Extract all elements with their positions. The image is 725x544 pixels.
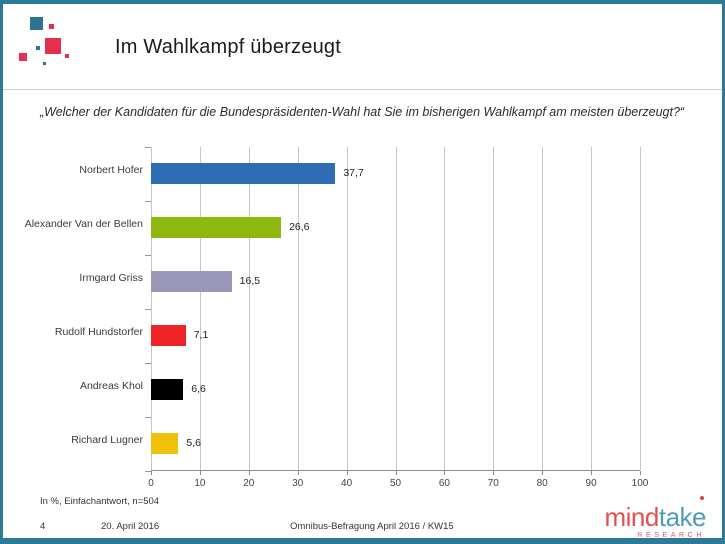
bottom-accent-bar — [3, 538, 722, 544]
category-label: Rudolf Hundstorfer — [54, 326, 143, 338]
brand-e-dot-icon — [700, 496, 704, 500]
chart-row: Richard Lugner 5,6 — [3, 417, 722, 471]
axis-tick — [395, 471, 397, 475]
logo-square — [43, 62, 46, 65]
gridline — [199, 147, 201, 470]
axis-tick-label: 10 — [194, 478, 206, 489]
category-label: Norbert Hofer — [79, 164, 143, 176]
gridline — [493, 147, 495, 470]
logo-square — [49, 24, 54, 29]
gridline — [640, 147, 641, 470]
value-label: 26,6 — [289, 221, 310, 233]
footer-date: 20. April 2016 — [101, 521, 160, 532]
header-divider — [3, 89, 722, 90]
axis-tick — [444, 471, 446, 475]
chart-row: Rudolf Hundstorfer 7,1 — [3, 309, 722, 363]
axis-tick-label: 40 — [341, 478, 353, 489]
logo-squares-icon — [3, 4, 83, 74]
category-label: Andreas Khol — [79, 380, 143, 392]
survey-question: „Welcher der Kandidaten für die Bundespr… — [40, 105, 685, 119]
axis-tick — [151, 471, 152, 475]
bar — [151, 163, 336, 184]
axis-tick — [640, 471, 641, 475]
axis-tick-label: 100 — [631, 478, 649, 489]
axis-tick — [542, 471, 544, 475]
gridline — [395, 147, 397, 470]
logo-square — [45, 38, 61, 54]
axis-tick — [297, 471, 299, 475]
chart-row: Alexander Van der Bellen 26,6 — [3, 201, 722, 255]
category-label: Richard Lugner — [71, 434, 143, 446]
category-axis-tick — [145, 201, 151, 202]
gridline — [346, 147, 348, 470]
category-axis-tick — [145, 147, 151, 148]
value-label: 37,7 — [343, 167, 364, 179]
chart-row: Andreas Khol 6,6 — [3, 363, 722, 417]
category-axis-tick — [145, 417, 151, 418]
gridline — [151, 147, 152, 470]
logo-square — [19, 53, 27, 61]
category-label: Irmgard Griss — [79, 272, 143, 284]
axis-tick — [591, 471, 593, 475]
chart-row: Irmgard Griss 16,5 — [3, 255, 722, 309]
bar — [151, 217, 282, 238]
logo-square — [65, 54, 69, 58]
mindtake-logo: mindtake RESEARCH — [604, 496, 707, 539]
chart-plot-area: 0 10 20 30 40 50 60 70 80 90 100 — [148, 147, 648, 489]
page-title: Im Wahlkampf überzeugt — [115, 36, 341, 58]
brand-subtitle: RESEARCH — [637, 532, 705, 539]
axis-tick-label: 0 — [148, 478, 154, 489]
bar — [151, 379, 184, 400]
gridline — [248, 147, 250, 470]
axis-tick — [346, 471, 348, 475]
gridline — [297, 147, 299, 470]
logo-square — [30, 17, 43, 30]
value-label: 16,5 — [239, 275, 261, 287]
bar — [151, 271, 232, 292]
bar — [151, 433, 179, 454]
axis-tick-label: 20 — [243, 478, 255, 489]
category-label: Alexander Van der Bellen — [24, 218, 143, 230]
gridline — [542, 147, 544, 470]
brand-name-part2: take — [659, 496, 707, 532]
axis-tick-label: 50 — [389, 478, 402, 489]
category-axis-tick — [145, 309, 151, 310]
axis-tick-label: 60 — [438, 478, 450, 489]
axis-tick-label: 30 — [292, 478, 304, 489]
chart-row: Norbert Hofer 37,7 — [3, 147, 722, 201]
axis-tick — [199, 471, 201, 475]
bar-chart: 0 10 20 30 40 50 60 70 80 90 100 Norbert Hofer 37,7… — [3, 147, 722, 489]
axis-tick — [493, 471, 495, 475]
category-axis-tick — [145, 471, 151, 472]
axis-tick — [248, 471, 250, 475]
value-label: 7,1 — [193, 329, 209, 341]
axis-tick-label: 90 — [585, 478, 597, 489]
gridline — [444, 147, 446, 470]
value-label: 6,6 — [191, 383, 206, 395]
page-number: 4 — [40, 521, 46, 532]
category-axis-tick — [145, 255, 151, 256]
footer-source: Omnibus-Befragung April 2016 / KW15 — [290, 521, 454, 532]
category-axis-tick — [145, 363, 151, 364]
bar — [151, 325, 186, 346]
value-label: 5,6 — [186, 437, 201, 449]
axis-tick-label: 70 — [487, 478, 499, 489]
logo-square — [36, 46, 40, 50]
axis-tick-label: 80 — [536, 478, 548, 489]
gridline — [591, 147, 593, 470]
brand-name-part1: mind — [604, 502, 659, 532]
chart-footnote: In %, Einfachantwort, n=504 — [40, 496, 160, 507]
